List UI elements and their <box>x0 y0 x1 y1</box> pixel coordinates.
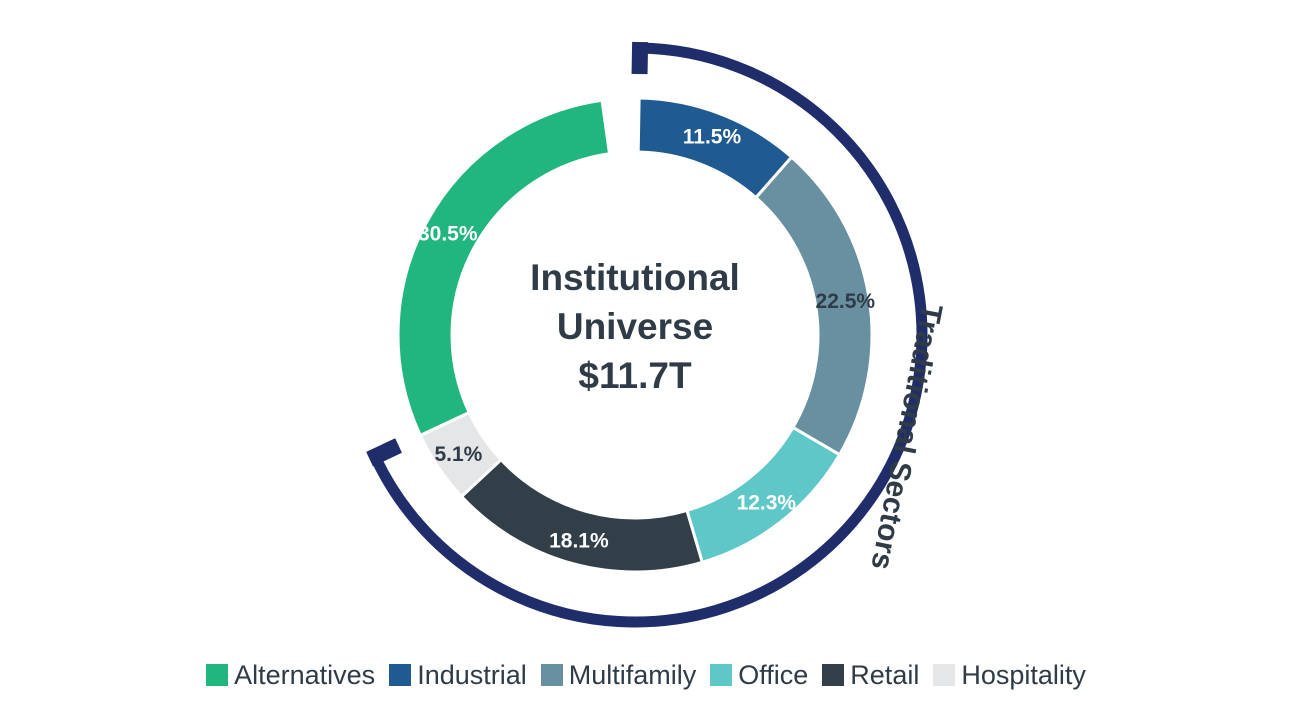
legend-label: Office <box>738 659 809 690</box>
traditional-sectors-bracket <box>366 41 928 628</box>
slice-label-office: 12.3% <box>737 492 797 515</box>
legend: Alternatives Industrial Multifamily Office R… <box>0 655 1292 695</box>
legend-item-alternatives: Alternatives <box>206 660 375 691</box>
slice-labels: 11.5% 22.5% 12.3% 18.1% 5.1% 30.5% <box>418 125 875 552</box>
legend-item-office: Office <box>710 660 808 691</box>
legend-swatch <box>389 664 412 686</box>
legend-swatch <box>540 664 563 686</box>
slice-label-alternatives: 30.5% <box>418 222 478 245</box>
legend-label: Hospitality <box>961 659 1086 690</box>
slice-label-retail: 18.1% <box>549 529 609 552</box>
center-label-line-2: Universe <box>557 306 713 347</box>
slice-label-multifamily: 22.5% <box>816 290 876 313</box>
legend-item-hospitality: Hospitality <box>933 660 1086 691</box>
bracket-cap-start <box>631 41 649 75</box>
bracket-label: Traditional Sectors <box>864 301 948 572</box>
slice-label-hospitality: 5.1% <box>434 443 482 466</box>
legend-label: Multifamily <box>568 659 697 690</box>
center-label-line-3: $11.7T <box>578 355 692 396</box>
slice-alternatives <box>396 98 612 438</box>
legend-label: Retail <box>850 659 920 690</box>
legend-swatch <box>933 664 956 686</box>
slice-retail <box>459 457 705 574</box>
legend-swatch <box>822 664 845 686</box>
legend-swatch <box>206 664 229 686</box>
legend-swatch <box>710 664 733 686</box>
slice-label-industrial: 11.5% <box>683 125 742 148</box>
legend-item-industrial: Industrial <box>389 660 527 691</box>
legend-label: Alternatives <box>234 659 376 690</box>
legend-item-multifamily: Multifamily <box>540 659 697 691</box>
bracket-arc <box>370 42 928 628</box>
legend-item-retail: Retail <box>822 660 919 691</box>
donut-slices <box>396 96 874 574</box>
center-label-line-1: Institutional <box>530 257 740 298</box>
bracket-cap-end <box>366 438 402 467</box>
legend-label: Industrial <box>417 659 527 690</box>
